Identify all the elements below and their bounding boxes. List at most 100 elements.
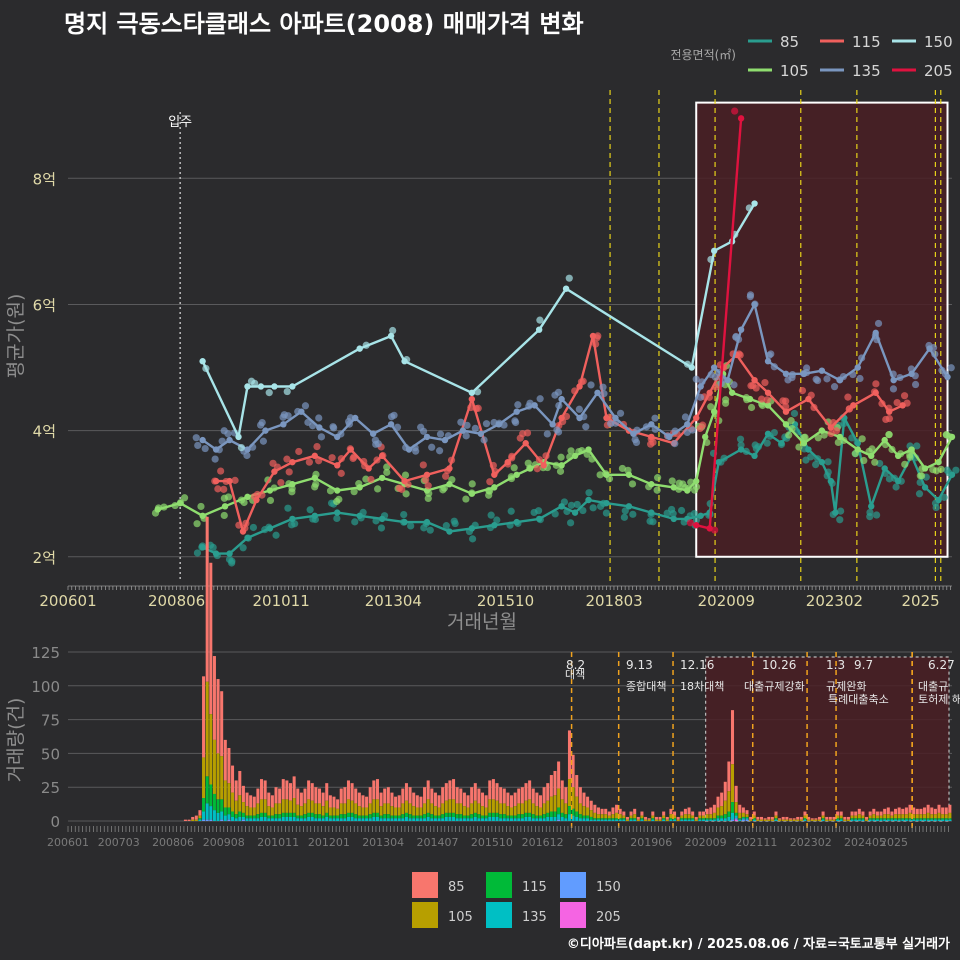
volume-bar-115 [307,812,311,817]
volume-bar-115 [354,814,358,819]
volume-bar-105 [466,807,470,816]
volume-legend-swatch-85 [412,872,438,898]
volume-bar-105 [868,815,872,819]
volume-bar-135 [727,816,731,821]
volume-bar-85 [738,804,742,813]
volume-bar-85 [346,780,350,800]
volume-bar-85 [538,795,543,808]
volume-bar-105 [481,806,485,816]
price-mean-point-105 [701,433,709,441]
volume-bar-115 [821,818,825,820]
price-point-85 [288,521,296,529]
volume-bar-105 [343,803,347,815]
price-mean-point-115 [850,402,857,409]
price-point-85 [940,493,948,501]
volume-bar-115 [375,812,379,817]
volume-bar-105 [763,819,767,821]
price-mean-point-85 [334,509,341,516]
price-point-105 [707,403,715,411]
volume-bar-105 [683,814,687,819]
price-mean-point-135 [334,433,341,441]
price-legend: 전용면적(㎡) 85 115 150 105 135 205 [670,33,952,80]
volume-bar-105 [299,806,303,816]
price-point-135 [813,376,822,385]
volume-bar-105 [930,814,934,819]
price-mean-point-150 [562,285,570,292]
price-point-135 [301,402,310,410]
volume-bar-105 [799,819,803,821]
price-mean-point-135 [513,408,520,415]
volume-bar-85 [908,804,912,813]
volume-bar-135 [314,818,318,821]
volume-bar-135 [524,816,528,821]
volume-bar-85 [709,807,713,815]
volume-bar-105 [274,803,278,815]
volume-bar-85 [292,776,296,799]
volume-bar-115 [466,815,470,819]
volume-bar-105 [575,796,579,812]
price-point-85 [487,511,495,519]
volume-bar-85 [796,816,800,820]
annotation-label: 대출규제강화 [744,680,805,693]
volume-bar-85 [741,807,745,813]
volume-bar-85 [658,816,662,820]
volume-bar-115 [241,812,245,817]
volume-bar-85 [937,804,941,813]
volume-bar-85 [481,792,485,807]
volume-bar-85 [336,799,340,809]
volume-bar-105 [531,803,535,815]
volume-bar-105 [205,681,209,777]
price-mean-point-105 [854,446,861,453]
volume-bar-85 [252,796,256,808]
volume-bar-85 [625,816,629,820]
volume-bar-115 [901,818,905,820]
volume-bar-135 [473,816,477,821]
volume-bar-85 [752,811,756,816]
price-point-105 [311,483,319,491]
volume-bar-105 [752,815,756,819]
volume-bar-85 [510,795,514,808]
volume-bar-135 [567,814,571,821]
price-point-135 [330,424,338,432]
volume-bar-135 [278,818,282,821]
price-point-85 [228,557,236,565]
volume-bar-85 [285,780,289,800]
volume-bar-85 [883,808,887,815]
volume-bar-105 [749,819,753,821]
annotation-date: 12.16 [680,658,714,672]
volume-bar-85 [727,761,731,792]
volume-bar-135 [575,816,579,821]
annotation-label: 규제완화 [826,680,866,693]
volume-bar-135 [861,819,865,821]
volume-bar-105 [198,815,202,819]
volume-bar-105 [423,803,427,815]
volume-bar-105 [441,803,445,815]
volume-bar-85 [549,775,553,797]
volume-bar-85 [187,819,191,821]
volume-bar-115 [365,815,369,819]
price-mean-point-105 [881,436,888,444]
price-point-150 [389,326,397,335]
volume-bar-115 [557,807,561,815]
price-point-115 [696,424,704,433]
volume-bar-135 [234,818,238,821]
volume-bar-135 [904,819,908,821]
price-mean-point-115 [540,462,547,469]
volume-bar-115 [202,798,206,812]
price-point-115 [763,396,771,404]
volume-bar-85 [281,779,285,800]
price-x-tick-label: 202009 [698,592,755,610]
volume-bar-115 [430,814,434,819]
price-mean-point-150 [199,358,206,365]
chart-title: 명지 극동스타클래스 아파트(2008) 매매가격 변화 [64,10,584,38]
price-point-135 [688,426,697,434]
volume-bar-85 [462,792,466,807]
price-point-85 [690,509,698,518]
volume-bar-105 [582,806,586,816]
price-mean-point-115 [401,477,408,485]
volume-bar-85 [390,792,394,807]
volume-bar-135 [546,816,550,821]
volume-bar-85 [455,787,459,804]
price-point-85 [677,506,686,515]
volume-bar-85 [394,796,398,808]
